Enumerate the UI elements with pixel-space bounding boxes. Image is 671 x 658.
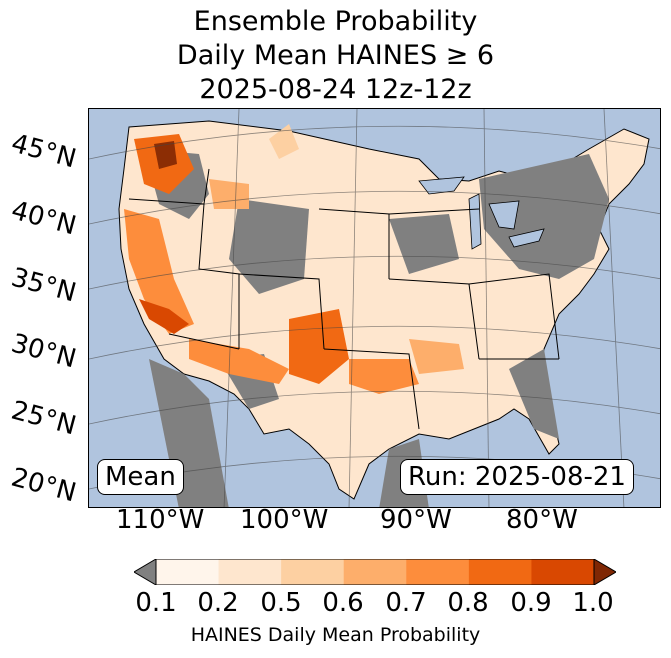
colorbar-segment: [343, 559, 407, 585]
colorbar-segment: [468, 559, 532, 585]
colorbar: [134, 559, 616, 585]
lon-label-90: 90°W: [380, 505, 452, 535]
state-boundaries: [128, 168, 560, 430]
colorbar-tick-3: 0.6: [322, 588, 364, 618]
colorbar-segment: [406, 559, 470, 585]
title-line-3: 2025-08-24 12z-12z: [199, 74, 472, 105]
colorbar-over-arrow: [593, 559, 616, 585]
colorbar-tick-4: 0.7: [385, 588, 427, 618]
lon-label-80: 80°W: [506, 505, 578, 535]
lat-label-25: 25°N: [8, 395, 80, 442]
lat-label-45: 45°N: [8, 128, 80, 175]
lat-label-35: 35°N: [8, 262, 80, 309]
lat-label-30: 30°N: [8, 328, 80, 375]
colorbar-tick-7: 1.0: [572, 588, 614, 618]
run-date-badge: Run: 2025-08-21: [400, 459, 634, 495]
lon-label-100: 100°W: [240, 505, 329, 535]
colorbar-segment: [531, 559, 595, 585]
colorbar-under-arrow: [134, 559, 157, 585]
colorbar-label: HAINES Daily Mean Probability: [190, 624, 481, 646]
colorbar-tick-5: 0.8: [447, 588, 489, 618]
colorbar-tick-0: 0.1: [135, 588, 177, 618]
colorbar-tick-1: 0.2: [197, 588, 239, 618]
title-line-1: Ensemble Probability: [193, 6, 478, 37]
great-lakes: [418, 176, 545, 250]
map-canvas: [89, 109, 660, 507]
colorbar-tick-2: 0.5: [260, 588, 302, 618]
colorbar-tick-6: 0.9: [510, 588, 552, 618]
colorbar-segment: [281, 559, 345, 585]
mean-badge: Mean: [97, 459, 184, 495]
colorbar-frame: [155, 559, 595, 585]
colorbar-segment: [156, 559, 220, 585]
lat-label-20: 20°N: [8, 462, 80, 509]
probability-map: [88, 108, 661, 508]
lat-label-40: 40°N: [8, 195, 80, 242]
probability-areas: [124, 124, 464, 394]
lon-label-110: 110°W: [116, 505, 205, 535]
colorbar-segment: [218, 559, 282, 585]
title-line-2: Daily Mean HAINES ≥ 6: [176, 40, 495, 71]
